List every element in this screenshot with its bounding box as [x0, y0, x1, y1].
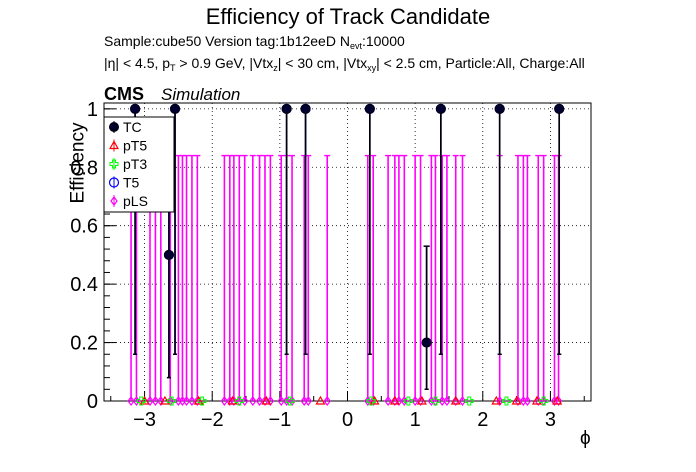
tc-marker [300, 103, 311, 114]
tc-marker [554, 103, 565, 114]
pls-marker [304, 396, 313, 406]
pt5-marker [227, 395, 238, 405]
selection-sub-2: z [273, 63, 278, 73]
pls-marker [514, 396, 522, 406]
selection-text-4: | < 2.5 cm, Particle:All, Charge:All [376, 55, 585, 71]
x-tick-label: 2 [477, 409, 488, 431]
pls-marker [127, 396, 135, 406]
pls-marker [151, 396, 160, 406]
y-tick-label: 0.4 [70, 274, 98, 296]
pls-marker [384, 396, 392, 406]
sample-info-sub: evt [349, 41, 362, 51]
pt3-marker [403, 396, 413, 406]
pls-marker [443, 396, 451, 406]
x-tick-label: −1 [268, 409, 291, 431]
selection-text-2: > 0.9 GeV, |Vtx [175, 55, 274, 71]
pls-marker [255, 396, 264, 406]
tc-marker [435, 103, 446, 114]
pls-marker [554, 396, 563, 406]
legend-label: TC [123, 119, 142, 135]
pls-marker [182, 396, 191, 406]
pls-marker [416, 396, 425, 406]
pt5-marker [552, 395, 563, 405]
pls-marker [458, 396, 467, 406]
y-tick-label: 1 [87, 99, 98, 121]
x-tick-label: 1 [410, 409, 421, 431]
legend-label: pLS [123, 193, 148, 209]
tc-marker [170, 103, 181, 114]
pls-marker [146, 396, 154, 406]
pt5-marker [531, 395, 542, 405]
pt5-marker [511, 395, 522, 405]
tc-marker [494, 103, 505, 114]
selection-sub-1: T [170, 63, 176, 73]
sample-info-tail: :10000 [361, 33, 405, 49]
pt5-marker [193, 395, 204, 405]
x-tick-label: 3 [545, 409, 556, 431]
pt3-marker [109, 159, 119, 169]
pt5-marker [416, 395, 427, 405]
pls-marker [277, 396, 285, 406]
pt3-marker [539, 396, 549, 406]
pt3-marker [430, 396, 440, 406]
y-tick-label: 0.8 [70, 157, 98, 179]
pt3-marker [464, 396, 474, 406]
pt3-marker [167, 396, 177, 406]
sample-info-text: Sample:cube50 Version tag:1b12eeD N [104, 33, 350, 49]
pt5-marker [159, 395, 170, 405]
pt5-marker [491, 395, 502, 405]
x-tick-label: −3 [133, 409, 156, 431]
pt3-marker [136, 396, 146, 406]
tc-marker [163, 249, 174, 260]
simulation-label: Simulation [161, 85, 241, 104]
pls-marker [411, 396, 419, 406]
pt5-marker [261, 395, 272, 405]
pt5-marker [450, 395, 461, 405]
cms-label: CMS [104, 84, 144, 104]
pls-marker [220, 396, 229, 406]
selection-sub-3: xy [367, 63, 377, 73]
tc-marker [364, 103, 375, 114]
pt3-marker [285, 396, 295, 406]
legend-label: T5 [123, 175, 140, 191]
selection-text-1: |η| < 4.5, p [104, 55, 171, 71]
tc-marker [421, 337, 432, 348]
tc-marker [130, 103, 141, 114]
y-tick-label: 0.2 [70, 333, 98, 355]
pt3-marker [501, 396, 511, 406]
x-tick-label: 0 [342, 409, 353, 431]
pls-marker [323, 396, 331, 406]
selection-text-3: | < 30 cm, |Vtx [277, 55, 368, 71]
pt5-marker [139, 395, 150, 405]
pt3-marker [234, 396, 244, 406]
tc-marker [281, 103, 292, 114]
y-tick-label: 0 [87, 391, 98, 413]
sample-info: Sample:cube50 Version tag:1b12eeD Nevt:1… [104, 33, 405, 51]
pt5-marker [315, 395, 326, 405]
pt3-marker [366, 396, 376, 406]
chart-title: Efficiency of Track Candidate [205, 4, 491, 29]
x-axis-label: ϕ [580, 428, 591, 449]
pt5-marker [389, 395, 400, 405]
pls-marker [188, 396, 196, 406]
legend-box [103, 116, 175, 213]
y-tick-label: 0.6 [70, 216, 98, 238]
legend-label: pT5 [123, 138, 147, 154]
selection-info: |η| < 4.5, pT > 0.9 GeV, |Vtxz| < 30 cm,… [104, 55, 585, 73]
x-tick-label: −2 [201, 409, 224, 431]
pt5-marker [369, 395, 380, 405]
pls-marker [249, 396, 257, 406]
pt3-marker [197, 396, 207, 406]
legend-label: pT3 [123, 156, 147, 172]
pls-marker [523, 396, 532, 406]
pls-marker [261, 396, 269, 406]
